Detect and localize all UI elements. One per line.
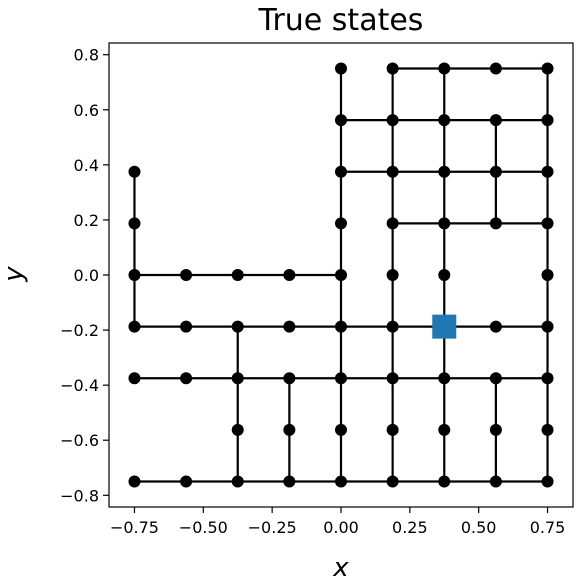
true-state-marker (432, 314, 457, 339)
graph-node (386, 62, 399, 75)
graph-node (541, 423, 554, 436)
graph-node (489, 372, 502, 385)
graph-node (180, 320, 193, 333)
graph-node (180, 475, 193, 488)
graph-node (128, 320, 141, 333)
graph-node (541, 165, 554, 178)
x-axis-label: x (332, 553, 349, 583)
chart-title: True states (258, 3, 424, 38)
x-tick-label: 0.25 (392, 518, 428, 537)
graph-node (386, 217, 399, 230)
graph-node (386, 165, 399, 178)
graph-node (335, 114, 347, 127)
x-tick-label: −0.75 (110, 518, 159, 537)
graph-node (489, 423, 502, 436)
graph-node (335, 269, 347, 281)
graph-node (541, 320, 554, 333)
x-tick-label: −0.25 (248, 518, 297, 537)
graph-node (489, 320, 502, 333)
graph-node (231, 423, 244, 436)
x-tick-label: 0.50 (461, 518, 497, 537)
graph-node (283, 320, 296, 333)
graph-node (128, 165, 141, 178)
y-tick-label: 0.6 (74, 101, 99, 120)
graph-node (180, 372, 193, 385)
graph-node (231, 372, 244, 385)
graph-node (128, 372, 141, 385)
y-tick-label: −0.2 (60, 321, 99, 340)
graph-node (335, 217, 347, 230)
y-tick-label: 0.4 (74, 156, 99, 175)
graph-node (489, 62, 502, 75)
graph-node (283, 423, 296, 436)
graph-node (231, 269, 244, 281)
y-tick-label: 0.0 (74, 266, 99, 285)
graph-node (128, 217, 141, 230)
graph-node (283, 372, 296, 385)
graph-node (335, 165, 347, 178)
graph-node (231, 320, 244, 333)
graph-node (335, 423, 347, 436)
y-tick-label: 0.8 (74, 46, 99, 65)
graph-node (438, 217, 451, 230)
graph-node (335, 372, 347, 385)
graph-node (386, 423, 399, 436)
graph-node (489, 114, 502, 127)
graph-node (438, 62, 451, 75)
graph-node (335, 475, 347, 488)
y-tick-label: −0.6 (60, 431, 99, 450)
y-axis-label: y (0, 266, 29, 283)
graph-node (438, 114, 451, 127)
y-tick-label: 0.2 (74, 211, 99, 230)
graph-node (489, 217, 502, 230)
graph-node (231, 475, 244, 488)
x-tick-label: −0.50 (179, 518, 228, 537)
graph-node (180, 269, 193, 281)
graph-node (438, 475, 451, 488)
graph-node (386, 372, 399, 385)
graph-node (541, 62, 554, 75)
graph-node (541, 217, 554, 230)
graph-node (541, 269, 554, 281)
graph-node (438, 372, 451, 385)
graph-node (489, 475, 502, 488)
x-tick-label: 0.00 (323, 518, 359, 537)
x-tick-label: 0.75 (530, 518, 566, 537)
graph-node (438, 423, 451, 436)
y-tick-label: −0.8 (60, 486, 99, 505)
graph-node (283, 475, 296, 488)
graph-node (541, 475, 554, 488)
graph-node (541, 372, 554, 385)
graph-node (489, 165, 502, 178)
graph-node (128, 475, 141, 488)
graph-node (438, 269, 451, 281)
plot-area: −0.75 −0.50 −0.25 0.00 0.25 0.50 0.75 −0.8 −0.6 −… (60, 42, 574, 537)
graph-node (386, 269, 399, 281)
graph-node (335, 62, 347, 75)
graph-node (128, 269, 141, 281)
graph-node (386, 475, 399, 488)
graph-node (438, 165, 451, 178)
y-tick-label: −0.4 (60, 376, 99, 395)
graph-node (386, 114, 399, 127)
graph-node (335, 320, 347, 333)
graph-node (541, 114, 554, 127)
graph-node (386, 320, 399, 333)
graph-node (283, 269, 296, 281)
